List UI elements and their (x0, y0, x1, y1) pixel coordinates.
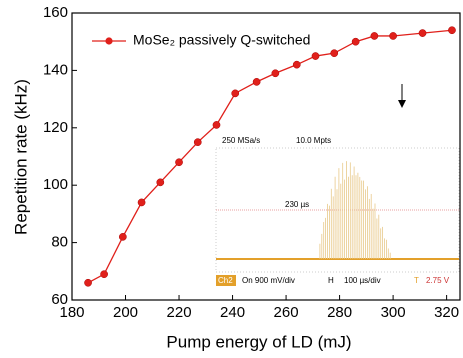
marker (119, 233, 126, 240)
marker (390, 32, 397, 39)
x-tick-label: 280 (327, 304, 352, 321)
x-tick-label: 220 (167, 304, 192, 321)
legend-marker (105, 37, 112, 44)
marker (101, 271, 108, 278)
inset-text: 250 MSa/s (222, 136, 260, 145)
chart: Pump energy of LD (mJ) Repetition rate (… (0, 0, 463, 358)
x-axis-label: Pump energy of LD (mJ) (166, 332, 351, 351)
marker (272, 70, 279, 77)
marker (331, 50, 338, 57)
marker (194, 139, 201, 146)
inset-text: 10.0 Mpts (296, 136, 331, 145)
marker (312, 52, 319, 59)
inset-text: Ch2 (218, 276, 233, 285)
marker (293, 61, 300, 68)
marker (253, 78, 260, 85)
y-tick-label: 140 (43, 61, 68, 78)
inset-text: 2.75 V (426, 276, 450, 285)
marker (371, 32, 378, 39)
marker (157, 179, 164, 186)
arrow-head (398, 100, 406, 108)
marker (213, 121, 220, 128)
x-tick-label: 320 (434, 304, 459, 321)
marker (232, 90, 239, 97)
y-axis-label: Repetition rate (kHz) (11, 79, 30, 235)
y-tick-label: 120 (43, 119, 68, 136)
marker (448, 27, 455, 34)
inset-text: 230 µs (285, 200, 309, 209)
inset-text: On 900 mV/div (242, 276, 295, 285)
y-tick-label: 80 (51, 234, 68, 251)
marker (352, 38, 359, 45)
x-tick-label: 300 (381, 304, 406, 321)
x-tick-label: 200 (113, 304, 138, 321)
y-tick-label: 60 (51, 291, 68, 308)
marker (84, 279, 91, 286)
legend-label: MoSe₂ passively Q-switched (133, 32, 310, 48)
x-tick-label: 260 (274, 304, 299, 321)
marker (175, 159, 182, 166)
marker (138, 199, 145, 206)
inset-text: T (414, 276, 419, 285)
marker (419, 29, 426, 36)
inset: 250 MSa/s 10.0 Mpts 230 µs Ch2 On 900 mV… (214, 131, 463, 293)
y-tick-label: 160 (43, 4, 68, 21)
inset-text: 100 µs/div (344, 276, 381, 285)
x-tick-label: 240 (220, 304, 245, 321)
y-tick-label: 100 (43, 176, 68, 193)
inset-text: H (328, 276, 334, 285)
